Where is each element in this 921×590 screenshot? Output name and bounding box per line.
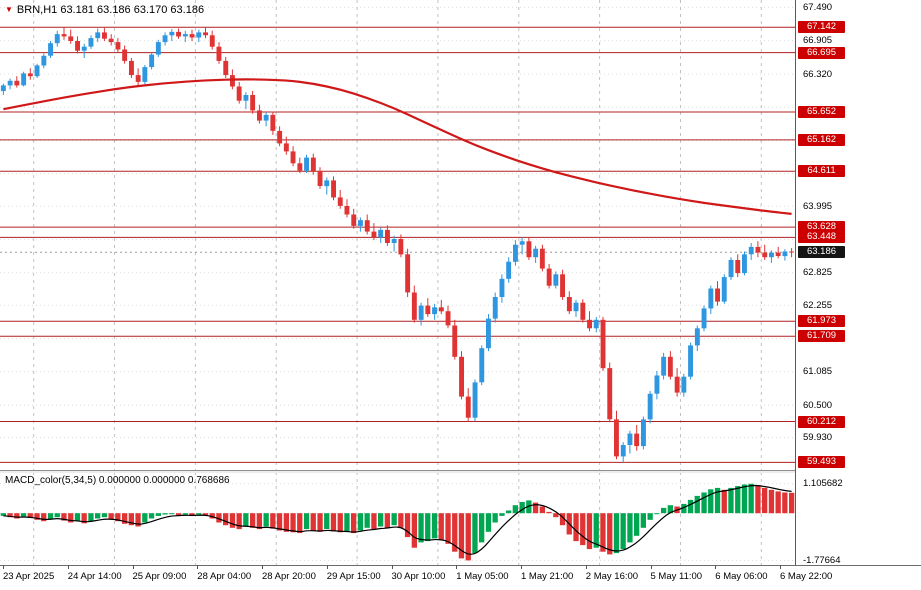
time-axis-label: 1 May 05:00 (456, 565, 509, 582)
price-level-badge: 63.628 (798, 221, 845, 234)
price-level-badge: 64.611 (798, 165, 845, 178)
current-price-badge: 63.186 (798, 246, 845, 259)
time-axis-label: 24 Apr 14:00 (67, 565, 122, 582)
pane-resize-divider[interactable] (0, 470, 921, 473)
macd-tick-label: -1.77664 (803, 554, 841, 566)
macd-indicator-label: MACD_color(5,34,5) 0.000000 0.000000 0.7… (5, 475, 230, 486)
price-tick-label: 59.930 (803, 432, 833, 444)
time-axis-label: 2 May 16:00 (585, 565, 639, 582)
time-axis-label: 30 Apr 10:00 (391, 565, 446, 582)
time-axis-label: 28 Apr 20:00 (262, 565, 316, 582)
price-level-badge: 66.695 (798, 46, 845, 59)
price-tick-label: 67.490 (803, 1, 833, 13)
price-level-badge: 65.652 (798, 106, 845, 118)
price-tick-label: 60.500 (803, 399, 833, 411)
price-level-badge: 63.448 (798, 231, 845, 244)
time-axis[interactable]: 23 Apr 2025 24 Apr 14:00 25 Apr 09:00 28 Ap… (0, 565, 921, 590)
price-chart-pane[interactable] (0, 0, 795, 470)
time-axis-divider (0, 565, 921, 566)
price-axis[interactable]: 67.490 66.905 66.320 63.995 62.825 62.255 61.0… (795, 0, 921, 566)
time-axis-label: 1 May 21:00 (521, 565, 574, 582)
time-axis-label: 25 Apr 09:00 (132, 565, 187, 582)
price-tick-label: 63.995 (803, 200, 833, 212)
time-axis-label: 5 May 11:00 (650, 565, 703, 582)
macd-indicator-pane[interactable] (0, 472, 795, 565)
time-axis-label: 28 Apr 04:00 (197, 565, 252, 582)
price-level-badge: 67.142 (798, 21, 845, 34)
price-tick-label: 62.255 (803, 299, 833, 311)
price-tick-label: 66.320 (803, 68, 833, 80)
time-axis-label: 29 Apr 15:00 (326, 565, 381, 582)
macd-tick-label: 1.105682 (803, 478, 843, 490)
price-tick-label: 62.825 (803, 267, 833, 279)
price-level-badge: 65.162 (798, 133, 845, 146)
price-level-badge: 61.709 (798, 330, 845, 343)
time-axis-label: 6 May 22:00 (780, 565, 833, 582)
price-tick-label: 66.905 (803, 35, 833, 47)
symbol-ohlc-readout: ▼ BRN,H1 63.181 63.186 63.170 63.186 (5, 4, 204, 16)
symbol-dropdown-icon[interactable]: ▼ (5, 5, 13, 14)
price-tick-label: 61.085 (803, 366, 833, 378)
time-axis-label: 23 Apr 2025 (3, 565, 55, 582)
symbol-ohlc-text: BRN,H1 63.181 63.186 63.170 63.186 (16, 4, 205, 16)
price-level-badge: 60.212 (798, 415, 845, 428)
price-level-badge: 61.973 (798, 315, 845, 328)
price-level-badge: 59.493 (798, 456, 845, 469)
time-axis-label: 6 May 06:00 (715, 565, 768, 582)
